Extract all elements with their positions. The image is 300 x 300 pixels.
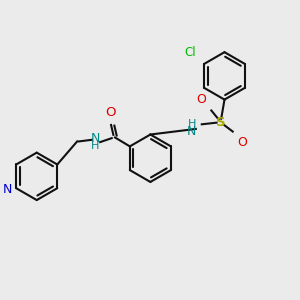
Text: H: H	[91, 141, 99, 152]
Text: N: N	[187, 125, 196, 138]
Text: N: N	[91, 132, 100, 145]
Text: O: O	[238, 136, 248, 149]
Text: N: N	[3, 183, 12, 196]
Text: S: S	[216, 116, 226, 129]
Text: O: O	[105, 106, 115, 119]
Text: O: O	[196, 93, 206, 106]
Text: Cl: Cl	[184, 46, 196, 59]
Text: H: H	[188, 119, 196, 129]
